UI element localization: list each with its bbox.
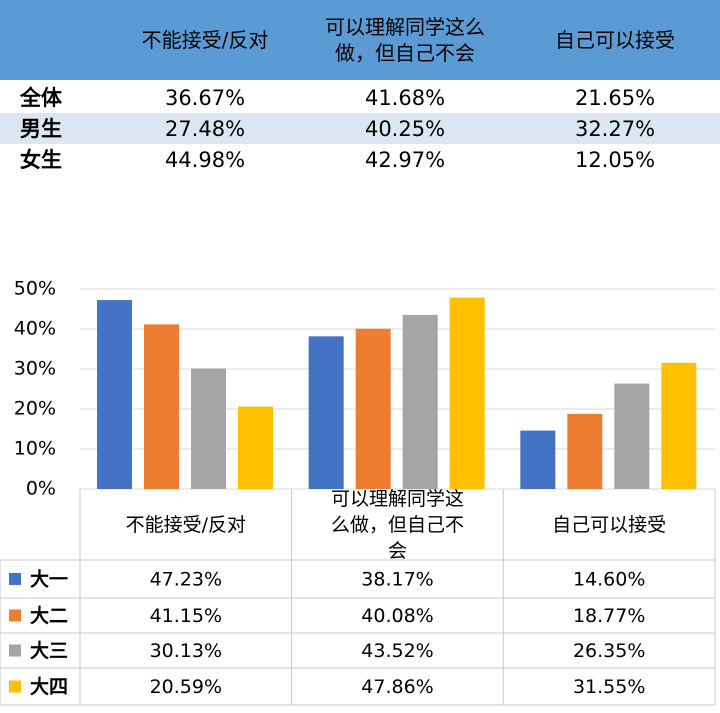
row-bg [0,113,720,144]
bar [97,300,132,489]
x-category-label: 可以理解同学这么做，但自己不会 [330,487,464,562]
bar [308,336,344,489]
value-label: 26.35% [573,640,645,662]
legend-label: 大三 [30,639,68,662]
bar [191,368,226,489]
table-header: 可以理解同学这么做，但自己不会 [325,15,485,65]
bar [355,328,391,489]
y-tick-label: 30% [14,358,56,380]
y-tick-label: 0% [26,478,56,500]
value-label: 31.55% [573,676,645,698]
legend-label: 大一 [30,568,68,591]
value-label: 41.15% [150,605,222,627]
table-header: 自己可以接受 [555,28,675,52]
table-cell: 40.25% [364,116,446,141]
table-header: 不能接受/反对 [141,28,269,52]
value-label: 40.08% [361,605,433,627]
bar [238,406,273,489]
bar [449,297,485,489]
x-category-label: 自己可以接受 [552,513,667,536]
x-category-label: 不能接受/反对 [125,513,247,536]
table-cell: 36.67% [164,85,246,110]
bar [614,383,650,489]
table-cell: 44.98% [164,147,246,172]
table-cell: 32.27% [574,116,656,141]
legend-swatch [9,644,21,657]
value-label: 14.60% [573,569,645,591]
y-tick-label: 10% [14,438,56,460]
bar [567,413,603,489]
bar [520,430,556,489]
legend-swatch [9,573,21,585]
row-label: 女生 [20,147,62,172]
table-cell: 42.97% [364,147,446,172]
row-label: 男生 [20,116,62,141]
table-cell: 27.48% [164,116,246,141]
value-label: 18.77% [573,605,645,627]
table-cell: 12.05% [574,147,656,172]
value-label: 38.17% [361,569,433,591]
bar [661,362,697,489]
legend-swatch [9,609,21,622]
y-tick-label: 40% [14,318,56,340]
bar [402,314,438,489]
table-cell: 21.65% [574,85,656,110]
table-cell: 41.68% [364,85,446,110]
y-tick-label: 20% [14,398,56,420]
table-header-bg [0,0,720,80]
row-label: 全体 [20,85,62,110]
legend-label: 大四 [30,675,68,698]
legend-label: 大二 [30,604,68,627]
y-tick-label: 50% [14,278,56,300]
value-label: 47.23% [150,569,222,591]
value-label: 30.13% [150,640,222,662]
value-label: 47.86% [361,676,433,698]
bar [144,324,179,489]
value-label: 43.52% [361,640,433,662]
value-label: 20.59% [150,676,222,698]
legend-swatch [9,680,21,693]
